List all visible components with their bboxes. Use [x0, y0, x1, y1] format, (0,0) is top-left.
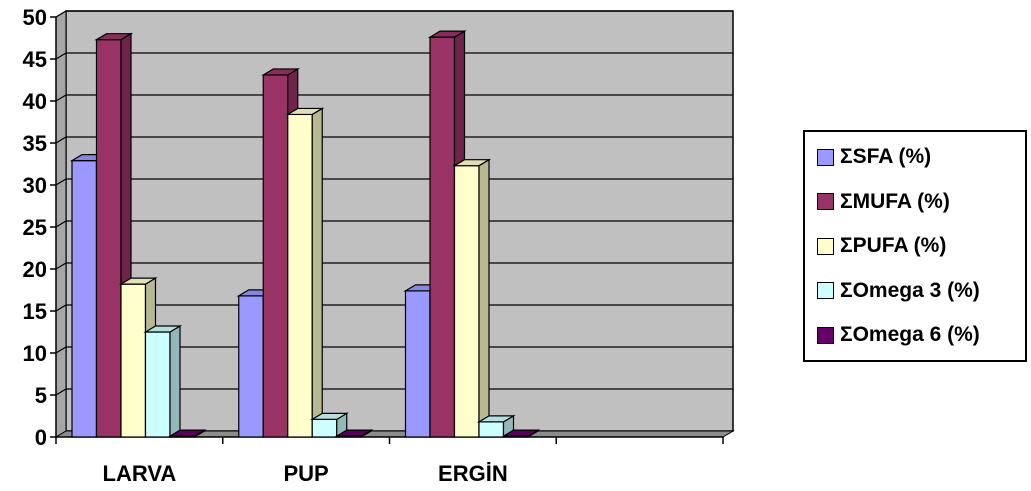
- y-tick-label: 30: [23, 173, 47, 198]
- bar: [334, 429, 374, 439]
- y-tick-label: 45: [23, 47, 47, 72]
- gridline: [55, 52, 733, 60]
- gridline: [55, 304, 733, 312]
- gridline: [55, 94, 733, 102]
- bar: [143, 324, 183, 439]
- y-tick-label: 35: [23, 131, 47, 156]
- gridline: [55, 388, 733, 396]
- bar-top: [285, 107, 325, 116]
- legend-swatch: [817, 282, 834, 299]
- legend-label: ΣOmega 6 (%): [840, 323, 980, 346]
- bar-top: [476, 415, 516, 423]
- bar-front: [95, 39, 122, 438]
- gridline: [55, 346, 733, 354]
- bar-top: [452, 159, 492, 167]
- bar: [501, 429, 541, 439]
- legend-item: ΣOmega 3 (%): [817, 276, 980, 306]
- bar: [427, 30, 467, 439]
- legend-label: ΣPUFA (%): [840, 234, 947, 257]
- bar-front: [311, 418, 338, 438]
- y-tick-label: 10: [23, 341, 47, 366]
- bar-front: [478, 421, 505, 438]
- y-tick-label: 25: [23, 215, 47, 240]
- legend-item: ΣPUFA (%): [817, 231, 946, 261]
- legend-swatch: [817, 237, 834, 255]
- bar-front: [120, 283, 147, 438]
- bar-top: [427, 30, 467, 38]
- bar-top: [118, 277, 158, 285]
- legend-swatch: [817, 148, 834, 166]
- bar-top: [143, 325, 183, 333]
- y-tick-label: 5: [35, 383, 47, 408]
- bar-top: [94, 33, 134, 41]
- bar-top: [334, 429, 374, 437]
- legend-label: ΣSFA (%): [840, 145, 932, 168]
- gridline: [55, 10, 733, 18]
- bar: [285, 107, 325, 439]
- x-category-label: PUP: [284, 461, 329, 486]
- gridline: [55, 136, 733, 144]
- bar-front: [71, 160, 98, 438]
- bar-top: [261, 68, 300, 76]
- bar-side: [169, 324, 181, 439]
- y-tick-label: 50: [23, 5, 47, 30]
- bar-side: [478, 158, 490, 439]
- x-category-label: LARVA: [103, 461, 177, 486]
- y-tick-label: 0: [35, 425, 47, 450]
- bars: [69, 30, 541, 439]
- bar: [167, 429, 207, 439]
- bar-front: [429, 36, 456, 438]
- bar-top: [167, 429, 207, 437]
- gridline: [55, 178, 733, 186]
- x-category-label: ERGİN: [438, 461, 508, 486]
- legend-label: ΣMUFA (%): [840, 189, 950, 213]
- bar-front: [238, 295, 264, 438]
- x-axis: LARVA PUP ERGİN: [55, 436, 724, 486]
- y-tick-label: 40: [23, 89, 47, 114]
- legend-item: ΣOmega 6 (%): [817, 320, 980, 350]
- legend-swatch: [817, 193, 834, 210]
- bar-side: [311, 107, 323, 439]
- bar-front: [287, 113, 313, 438]
- bar: [452, 158, 492, 439]
- legend-label: ΣOmega 3 (%): [840, 278, 980, 302]
- legend-swatch: [817, 326, 834, 344]
- bar-top: [501, 429, 541, 437]
- bar-top: [310, 412, 349, 420]
- legend-item: ΣSFA (%): [817, 142, 931, 172]
- legend-item: ΣMUFA (%): [817, 187, 950, 217]
- legend: ΣSFA (%) ΣMUFA (%) ΣPUFA (%) ΣOmega 3 (%) ΣO…: [803, 130, 1027, 362]
- y-tick-label: 15: [23, 299, 47, 324]
- bar-front: [404, 290, 431, 438]
- bar-front: [453, 165, 480, 438]
- bar-front: [262, 74, 289, 438]
- gridline: [55, 262, 733, 270]
- gridline: [55, 220, 733, 228]
- y-tick-label: 20: [23, 257, 47, 282]
- bar-front: [144, 331, 171, 438]
- y-axis: 0 5 10 15 20 25 30 35 40 45 50: [23, 5, 57, 450]
